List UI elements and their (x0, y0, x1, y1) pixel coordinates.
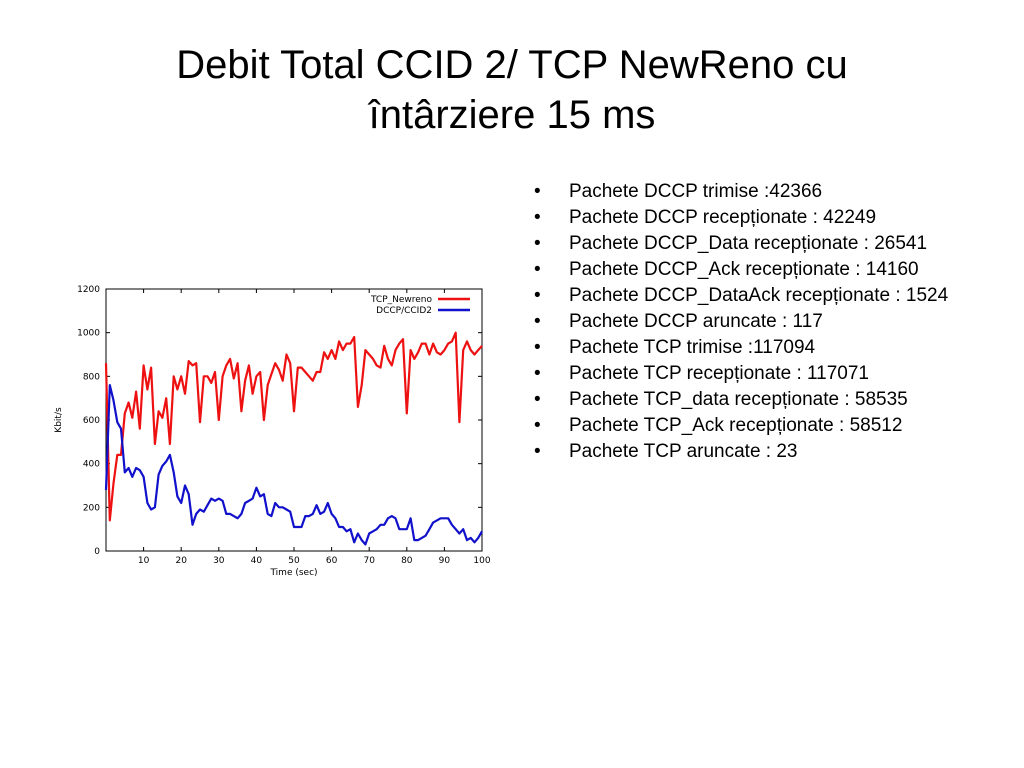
x-tick-label: 100 (473, 556, 490, 566)
statistics-item: • Pachete DCCP trimise :42366 (532, 180, 982, 203)
x-tick-label: 80 (401, 556, 413, 566)
x-tick-label: 60 (326, 556, 338, 566)
statistics-item-text: Pachete TCP_Ack recepționate : 58512 (569, 415, 903, 436)
series-line-tcp-newreno (104, 331, 483, 522)
statistics-item-text: Pachete DCCP trimise :42366 (569, 181, 823, 202)
y-tick-label: 1200 (77, 285, 100, 295)
x-tick-label: 50 (288, 556, 300, 566)
statistics-item-text: Pachete DCCP_Data recepționate : 26541 (569, 233, 928, 254)
statistics-item: • Pachete TCP aruncate : 23 (532, 440, 982, 463)
statistics-item: • Pachete DCCP aruncate : 117 (532, 310, 982, 333)
y-tick-label: 800 (83, 372, 100, 382)
x-tick-label: 10 (138, 556, 150, 566)
slide-title: Debit Total CCID 2/ TCP NewReno cu întâr… (0, 40, 1024, 140)
y-tick-label: 1000 (77, 329, 100, 339)
bullet-icon: • (534, 311, 541, 332)
y-tick-label: 400 (83, 460, 100, 470)
bullet-icon: • (534, 181, 541, 202)
y-axis-label: Kbit/s (54, 407, 64, 433)
throughput-chart: 0 200 400 600 800 1000 1200 10 20 30 40 50 60 70 80 90 1… (40, 280, 510, 580)
chart-svg: 0 200 400 600 800 1000 1200 10 20 30 40 50 60 70 80 90 1… (54, 285, 491, 578)
bullet-icon: • (534, 233, 541, 254)
y-tick-label: 0 (94, 547, 100, 557)
bullet-icon: • (534, 441, 541, 462)
x-axis-label: Time (sec) (269, 568, 317, 578)
bullet-icon: • (534, 259, 541, 280)
bullet-icon: • (534, 363, 541, 384)
bullet-icon: • (534, 207, 541, 228)
statistics-item: • Pachete DCCP_Ack recepționate : 14160 (532, 258, 982, 281)
statistics-item: • Pachete TCP recepționate : 117071 (532, 362, 982, 385)
x-tick-label: 70 (363, 556, 375, 566)
y-tick-label: 600 (83, 416, 100, 426)
bullet-icon: • (534, 415, 541, 436)
x-tick-label: 30 (213, 556, 225, 566)
statistics-item-text: Pachete DCCP aruncate : 117 (569, 311, 823, 332)
statistics-item-text: Pachete DCCP_DataAck recepționate : 1524 (569, 285, 949, 306)
bullet-icon: • (534, 389, 541, 410)
slide-title-line-1: Debit Total CCID 2/ TCP NewReno cu (176, 43, 848, 87)
y-tick-label: 200 (83, 503, 100, 513)
statistics-item: • Pachete DCCP recepționate : 42249 (532, 206, 982, 229)
statistics-item-text: Pachete DCCP_Ack recepționate : 14160 (569, 259, 919, 280)
statistics-item: • Pachete TCP trimise :117094 (532, 336, 982, 359)
x-tick-label: 90 (439, 556, 451, 566)
statistics-list: • Pachete DCCP trimise :42366 • Pachete DC… (532, 180, 982, 466)
legend-label: DCCP/CCID2 (376, 306, 432, 316)
statistics-item: • Pachete DCCP_Data recepționate : 26541 (532, 232, 982, 255)
statistics-item: • Pachete TCP_data recepționate : 58535 (532, 388, 982, 411)
x-tick-label: 20 (175, 556, 187, 566)
plot-frame (105, 288, 483, 552)
legend-label: TCP_Newreno (370, 295, 433, 305)
statistics-item-text: Pachete DCCP recepționate : 42249 (569, 207, 877, 228)
statistics-item: • Pachete DCCP_DataAck recepționate : 15… (532, 284, 982, 307)
statistics-item-text: Pachete TCP aruncate : 23 (569, 441, 798, 462)
statistics-item-text: Pachete TCP_data recepționate : 58535 (569, 389, 908, 410)
statistics-item: • Pachete TCP_Ack recepționate : 58512 (532, 414, 982, 437)
bullet-icon: • (534, 337, 541, 358)
bullet-icon: • (534, 285, 541, 306)
statistics-item-text: Pachete TCP trimise :117094 (569, 337, 816, 358)
statistics-item-text: Pachete TCP recepționate : 117071 (569, 363, 869, 384)
x-tick-label: 40 (251, 556, 263, 566)
series-line-dccp-ccid2 (104, 383, 483, 546)
slide-title-line-2: întârziere 15 ms (368, 93, 656, 137)
